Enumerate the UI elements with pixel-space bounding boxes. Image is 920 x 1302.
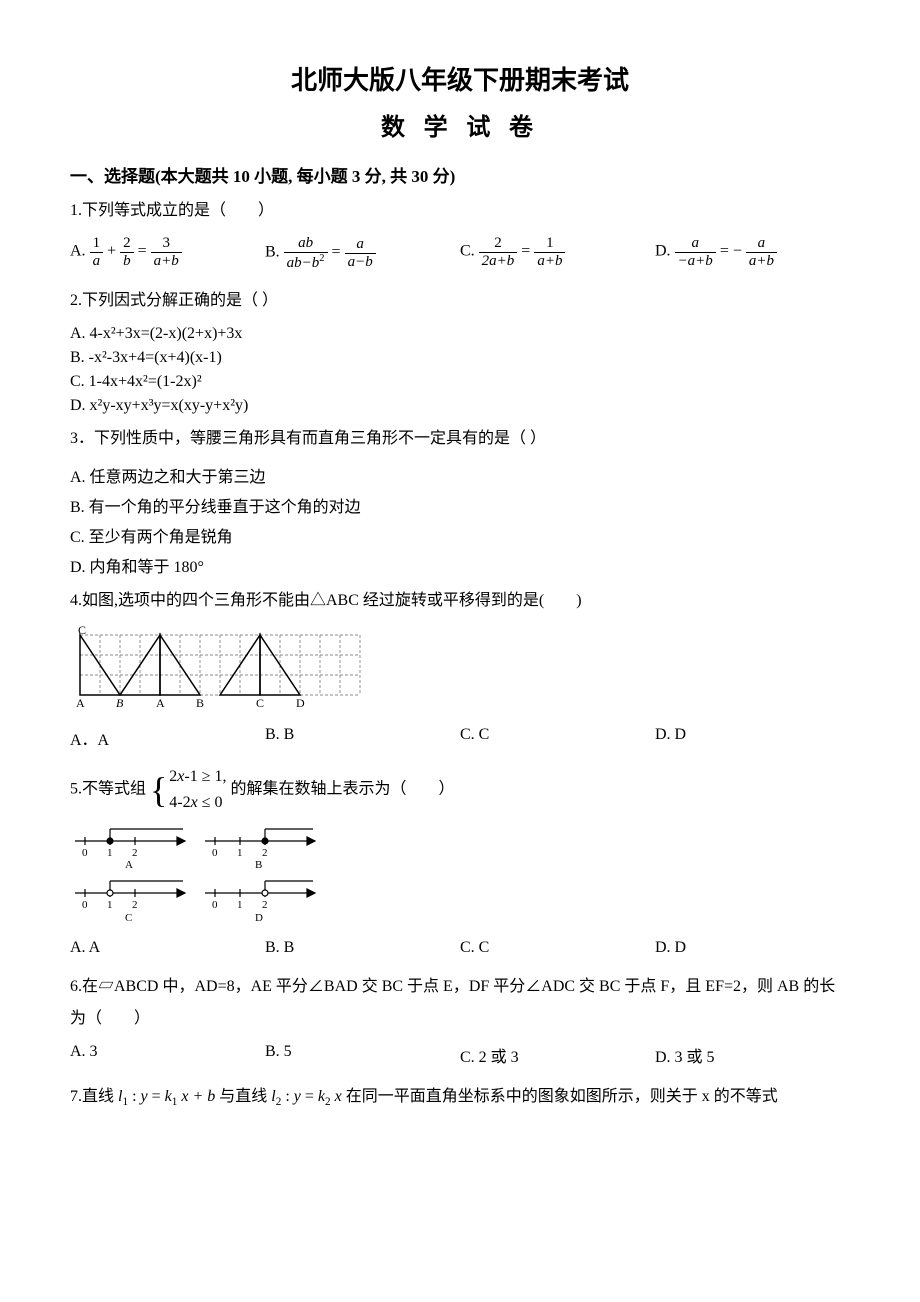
q3-options: A. 任意两边之和大于第三边 B. 有一个角的平分线垂直于这个角的对边 C. 至… (70, 463, 850, 577)
q5-option-d[interactable]: D. D (655, 939, 850, 957)
q3-option-d[interactable]: D. 内角和等于 180° (70, 553, 850, 577)
svg-text:C: C (78, 625, 86, 637)
page-subtitle: 数 学 试 卷 (70, 107, 850, 142)
svg-text:1: 1 (237, 899, 243, 911)
q5-option-b[interactable]: B. B (265, 939, 460, 957)
svg-text:2: 2 (262, 899, 268, 911)
q5-option-a[interactable]: A. A (70, 939, 265, 957)
question-4: 4.如图,选项中的四个三角形不能由△ABC 经过旋转或平移得到的是( ) (70, 585, 850, 617)
svg-text:D: D (255, 912, 263, 924)
q5-options: A. A B. B C. C D. D (70, 939, 850, 961)
q6-option-c[interactable]: C. 2 或 3 (460, 1043, 655, 1067)
question-2: 2.下列因式分解正确的是（ ） (70, 285, 850, 317)
svg-text:2: 2 (132, 899, 138, 911)
q3-option-a[interactable]: A. 任意两边之和大于第三边 (70, 463, 850, 487)
q4-option-d[interactable]: D. D (655, 726, 850, 750)
svg-text:B: B (196, 696, 204, 710)
q3-option-b[interactable]: B. 有一个角的平分线垂直于这个角的对边 (70, 493, 850, 517)
svg-text:0: 0 (82, 899, 88, 911)
q1-option-c[interactable]: C. 22a+b = 1a+b (460, 235, 655, 271)
svg-text:B: B (116, 696, 124, 710)
q5-figure: 012012012012ABCD (70, 823, 850, 933)
svg-text:2: 2 (132, 847, 138, 859)
q6-option-d[interactable]: D. 3 或 5 (655, 1043, 850, 1067)
q6-options: A. 3 B. 5 C. 2 或 3 D. 3 或 5 (70, 1043, 850, 1071)
svg-text:1: 1 (237, 847, 243, 859)
question-5: 5.不等式组 { 2x-1 ≥ 1, 4-2x ≤ 0 的解集在数轴上表示为（ … (70, 764, 850, 815)
svg-text:0: 0 (82, 847, 88, 859)
question-1: 1.下列等式成立的是（ ） (70, 195, 850, 227)
q1-stem: 1.下列等式成立的是（ ） (70, 202, 274, 219)
section-1-heading: 一、选择题(本大题共 10 小题, 每小题 3 分, 共 30 分) (70, 162, 850, 187)
q4-option-a[interactable]: A．A (70, 726, 265, 750)
svg-text:1: 1 (107, 899, 113, 911)
question-7: 7.直线 l1 : y = k1 x + b 与直线 l2 : y = k2 x… (70, 1081, 850, 1114)
question-3: 3．下列性质中，等腰三角形具有而直角三角形不一定具有的是（ ） (70, 423, 850, 455)
page-title: 北师大版八年级下册期末考试 (70, 60, 850, 97)
svg-text:A: A (76, 696, 85, 710)
q6-option-a[interactable]: A. 3 (70, 1043, 265, 1067)
svg-text:A: A (156, 696, 165, 710)
question-6: 6.在▱ABCD 中，AD=8，AE 平分∠BAD 交 BC 于点 E，DF 平… (70, 971, 850, 1035)
q2-option-b[interactable]: B. -x²-3x+4=(x+4)(x-1) (70, 349, 850, 367)
q5-option-c[interactable]: C. C (460, 939, 655, 957)
svg-text:2: 2 (262, 847, 268, 859)
q1-option-b[interactable]: B. abab−b2 = aa−b (265, 235, 460, 271)
q1-option-a[interactable]: A. 1a + 2b = 3a+b (70, 235, 265, 271)
q2-option-d[interactable]: D. x²y-xy+x³y=x(xy-y+x²y) (70, 397, 850, 415)
q2-options: A. 4-x²+3x=(2-x)(2+x)+3x B. -x²-3x+4=(x+… (70, 325, 850, 415)
q1-option-d[interactable]: D. a−a+b = − aa+b (655, 235, 850, 271)
q1-options: A. 1a + 2b = 3a+b B. abab−b2 = aa−b C. 2… (70, 235, 850, 275)
q5-system: { 2x-1 ≥ 1, 4-2x ≤ 0 (150, 764, 227, 815)
q4-figure: C A B A B C D (70, 625, 850, 720)
q2-option-c[interactable]: C. 1-4x+4x²=(1-2x)² (70, 373, 850, 391)
q3-option-c[interactable]: C. 至少有两个角是锐角 (70, 523, 850, 547)
svg-text:0: 0 (212, 899, 218, 911)
q6-option-b[interactable]: B. 5 (265, 1043, 460, 1067)
svg-text:1: 1 (107, 847, 113, 859)
svg-text:C: C (125, 912, 132, 924)
svg-text:A: A (125, 859, 133, 871)
q2-option-a[interactable]: A. 4-x²+3x=(2-x)(2+x)+3x (70, 325, 850, 343)
q4-options: A．A B. B C. C D. D (70, 726, 850, 754)
q4-option-b[interactable]: B. B (265, 726, 460, 750)
svg-text:B: B (255, 859, 262, 871)
svg-text:C: C (256, 696, 264, 710)
svg-text:0: 0 (212, 847, 218, 859)
q4-option-c[interactable]: C. C (460, 726, 655, 750)
svg-text:D: D (296, 696, 305, 710)
